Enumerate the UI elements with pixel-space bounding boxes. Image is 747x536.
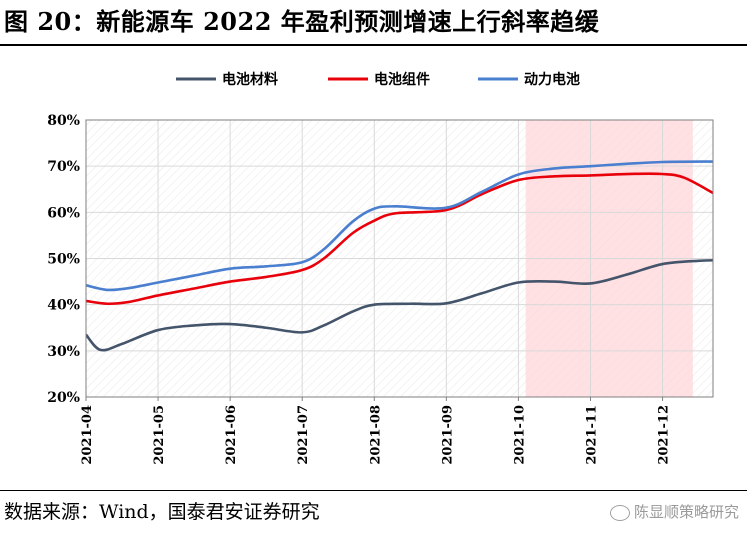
series-line-power-battery — [86, 160, 713, 292]
y-tick-label: 40% — [47, 298, 80, 314]
x-tick-label: 2021-05 — [152, 405, 167, 465]
x-tick-label: 2021-07 — [296, 405, 311, 465]
legend-label: 电池组件 — [374, 71, 430, 88]
watermark: 陈显顺策略研究 — [609, 494, 739, 530]
y-tick-label: 80% — [47, 113, 80, 129]
y-tick-label: 30% — [47, 344, 80, 360]
x-tick-label: 2021-10 — [512, 405, 527, 465]
y-tick-label: 70% — [47, 159, 80, 175]
legend: 电池材料 电池组件 动力电池 — [176, 71, 580, 88]
source-note: 数据来源：Wind，国泰君安证券研究 — [4, 501, 320, 523]
y-tick-label: 20% — [47, 390, 80, 406]
x-tick-label: 2021-09 — [440, 405, 455, 465]
watermark-text: 陈显顺策略研究 — [633, 503, 739, 521]
x-tick-label: 2021-12 — [657, 405, 672, 465]
series-line-battery-components — [86, 172, 713, 306]
x-tick-label: 2021-06 — [224, 405, 239, 465]
chart-title: 图 20：新能源车 2022 年盈利预测增速上行斜率趋缓 — [4, 7, 600, 36]
series-lines — [86, 160, 713, 352]
series-line-battery-materials — [86, 259, 713, 352]
x-tick-label: 2021-11 — [584, 405, 599, 465]
y-tick-label: 50% — [47, 252, 80, 268]
y-axis: 20% 30% 40% 50% 60% 70% 80% — [47, 113, 80, 406]
x-tick-label: 2021-08 — [368, 405, 383, 465]
x-axis: 2021-04 2021-05 2021-06 2021-07 2021-08 2021-… — [80, 397, 672, 465]
wechat-icon — [609, 504, 630, 521]
chart: 电池材料 电池组件 动力电池 20% 30% 40% 50% 60% 70% 80% 2021-… — [47, 71, 714, 465]
x-tick-label: 2021-04 — [80, 405, 95, 465]
legend-label: 动力电池 — [524, 71, 580, 88]
title-rule — [0, 44, 747, 46]
source-rule — [0, 490, 747, 491]
legend-label: 电池材料 — [222, 71, 278, 88]
plot-border — [85, 119, 714, 398]
y-tick-label: 60% — [47, 205, 80, 221]
